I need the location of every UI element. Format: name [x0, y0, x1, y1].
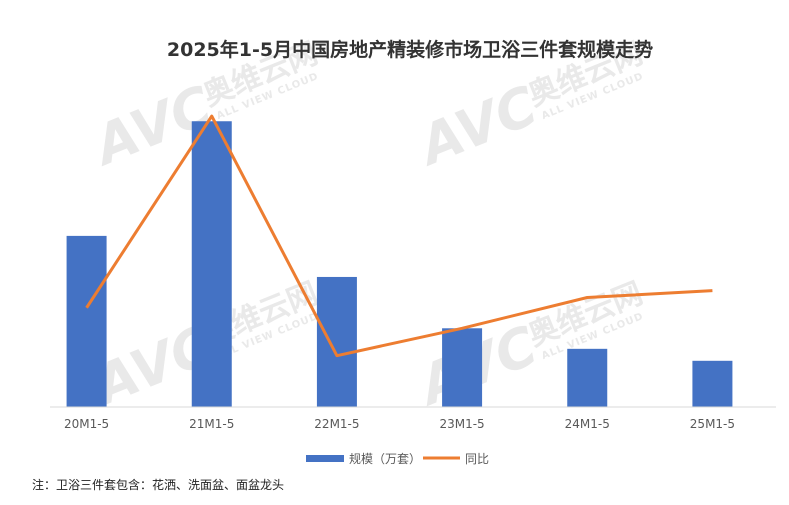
- x-tick-label: 20M1-5: [64, 417, 109, 431]
- svg-text:AVC: AVC: [408, 74, 546, 179]
- bar-20M1-5: [66, 235, 107, 407]
- bar-23M1-5: [442, 328, 483, 407]
- bar-series: [66, 121, 733, 407]
- x-tick-label: 22M1-5: [314, 417, 359, 431]
- x-tick-label: 24M1-5: [565, 417, 610, 431]
- legend-label-line: 同比: [465, 452, 489, 466]
- x-tick-label: 25M1-5: [690, 417, 735, 431]
- bar-25M1-5: [692, 360, 733, 407]
- line-series: [85, 114, 713, 358]
- x-tick-label: 23M1-5: [439, 417, 484, 431]
- yoy-line: [85, 114, 713, 358]
- x-tick-label: 21M1-5: [189, 417, 234, 431]
- legend: 规模（万套） 同比: [306, 451, 489, 466]
- chart-title: 2025年1-5月中国房地产精装修市场卫浴三件套规模走势: [167, 38, 653, 61]
- footnote: 注：卫浴三件套包含：花洒、洗面盆、面盆龙头: [32, 477, 284, 492]
- legend-swatch-bar: [306, 455, 344, 462]
- bar-21M1-5: [191, 121, 232, 407]
- bar-22M1-5: [316, 276, 357, 407]
- legend-label-bar: 规模（万套）: [349, 451, 421, 466]
- x-axis-ticks: 20M1-5 21M1-5 22M1-5 23M1-5 24M1-5 25M1-5: [64, 417, 735, 431]
- bar-24M1-5: [567, 348, 608, 407]
